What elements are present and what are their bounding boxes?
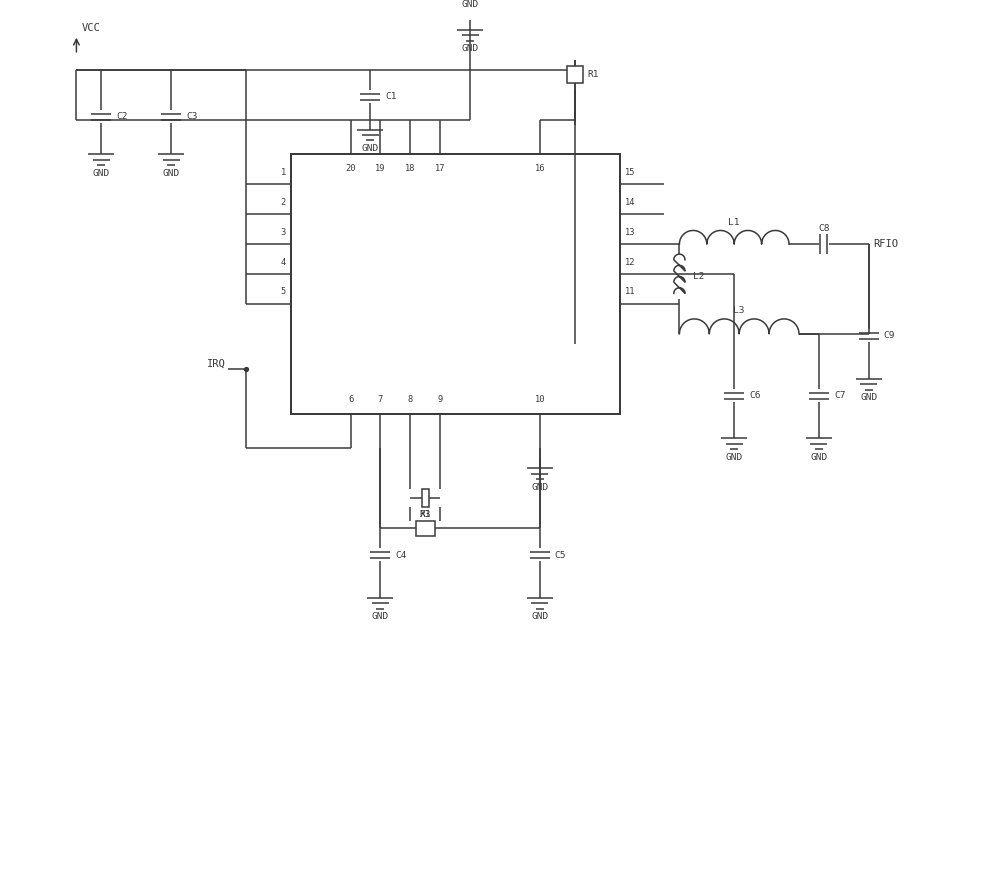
Text: C2: C2: [116, 112, 128, 121]
Text: GND: GND: [461, 44, 479, 53]
Text: GND: GND: [531, 612, 548, 622]
Text: GND: GND: [860, 393, 877, 402]
Text: IRQ: IRQ: [207, 359, 226, 369]
Text: L2: L2: [693, 272, 704, 281]
Text: GND: GND: [162, 168, 180, 178]
Text: 5: 5: [280, 288, 286, 296]
Text: C1: C1: [385, 92, 397, 101]
Text: R3: R3: [420, 510, 431, 519]
Text: VCC: VCC: [81, 23, 100, 33]
Text: L3: L3: [733, 306, 745, 316]
Text: 18: 18: [405, 164, 416, 173]
Text: 16: 16: [535, 164, 545, 173]
Text: 14: 14: [625, 198, 635, 206]
Text: 20: 20: [345, 164, 356, 173]
Bar: [422, 490, 429, 507]
Bar: [567, 66, 583, 83]
Text: GND: GND: [726, 453, 743, 462]
Text: L1: L1: [728, 218, 740, 227]
Text: 9: 9: [438, 395, 443, 404]
Text: GND: GND: [810, 453, 828, 462]
Text: GND: GND: [93, 168, 110, 178]
Text: C5: C5: [555, 550, 566, 559]
Text: GND: GND: [372, 612, 389, 622]
Text: GND: GND: [461, 1, 479, 10]
Text: 7: 7: [378, 395, 383, 404]
Text: 4: 4: [280, 258, 286, 266]
Text: C8: C8: [818, 224, 830, 233]
Text: 2: 2: [280, 198, 286, 206]
Text: 19: 19: [375, 164, 386, 173]
Text: 8: 8: [408, 395, 413, 404]
Text: 10: 10: [535, 395, 545, 404]
Text: C3: C3: [186, 112, 198, 121]
Text: C6: C6: [749, 391, 761, 400]
Text: R1: R1: [588, 71, 599, 79]
Text: C9: C9: [884, 332, 895, 340]
Text: GND: GND: [531, 482, 548, 492]
Text: 17: 17: [435, 164, 445, 173]
Text: RFIO: RFIO: [874, 239, 899, 249]
Bar: [291, 154, 620, 414]
Text: 1: 1: [280, 168, 286, 177]
Text: X1: X1: [420, 510, 431, 519]
Text: C7: C7: [834, 391, 845, 400]
Text: 6: 6: [348, 395, 353, 404]
Text: 13: 13: [625, 228, 635, 236]
Text: 3: 3: [280, 228, 286, 236]
Text: C4: C4: [395, 550, 407, 559]
Bar: [416, 520, 435, 535]
Text: 11: 11: [625, 288, 635, 296]
Text: 15: 15: [625, 168, 635, 177]
Text: 12: 12: [625, 258, 635, 266]
Text: GND: GND: [362, 144, 379, 153]
